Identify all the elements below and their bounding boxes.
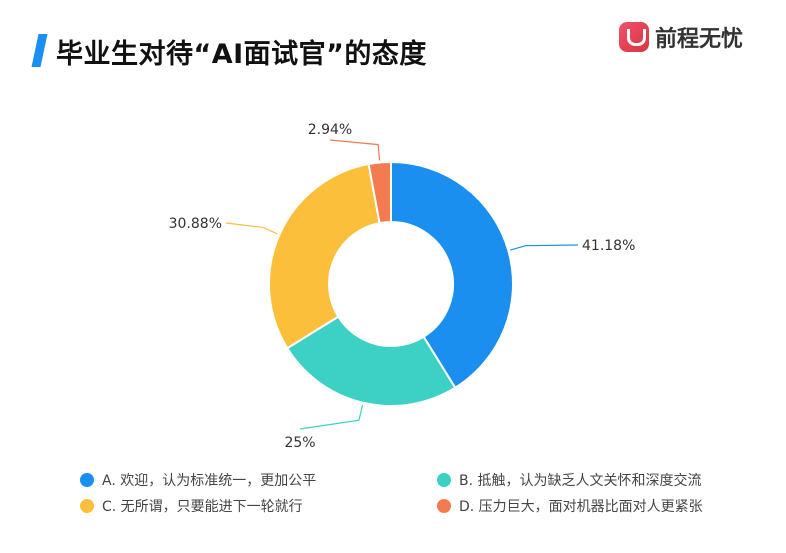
chart-title: 毕业生对待“AI面试官”的态度 — [56, 39, 427, 70]
legend-item-c[interactable]: C. 无所谓，只要能进下一轮就行 — [80, 496, 437, 516]
logo: 前程无忧 — [619, 21, 743, 53]
legend-dot — [80, 473, 94, 487]
leader-line — [225, 222, 278, 235]
leader-line — [510, 244, 579, 251]
legend-item-d[interactable]: D. 压力巨大，面对机器比面对人更紧张 — [437, 496, 757, 516]
leader-line — [329, 139, 381, 161]
legend-label: A. 欢迎，认为标准统一，更加公平 — [102, 473, 317, 489]
logo-text: 前程无忧 — [655, 27, 744, 52]
legend-dot — [80, 499, 94, 513]
legend: A. 欢迎，认为标准统一，更加公平 B. 抵触，认为缺乏人文关怀和深度交流 C.… — [80, 470, 757, 516]
donut-slice[interactable] — [268, 162, 381, 350]
legend-label: C. 无所谓，只要能进下一轮就行 — [102, 499, 303, 515]
leader-line — [299, 404, 364, 430]
data-label: 2.94% — [308, 122, 352, 138]
legend-dot — [437, 499, 451, 513]
donut-slice[interactable] — [390, 160, 514, 390]
legend-label: D. 压力巨大，面对机器比面对人更紧张 — [459, 499, 703, 515]
legend-dot — [437, 473, 451, 487]
donut-slice[interactable] — [367, 160, 392, 225]
legend-label: B. 抵触，认为缺乏人文关怀和深度交流 — [459, 473, 702, 489]
donut-slice[interactable] — [285, 315, 457, 407]
legend-item-a[interactable]: A. 欢迎，认为标准统一，更加公平 — [80, 470, 437, 490]
data-label: 41.18% — [582, 238, 635, 254]
data-label: 30.88% — [169, 216, 222, 232]
legend-item-b[interactable]: B. 抵触，认为缺乏人文关怀和深度交流 — [437, 470, 757, 490]
logo-icon — [619, 22, 649, 52]
data-label: 25% — [284, 435, 315, 451]
